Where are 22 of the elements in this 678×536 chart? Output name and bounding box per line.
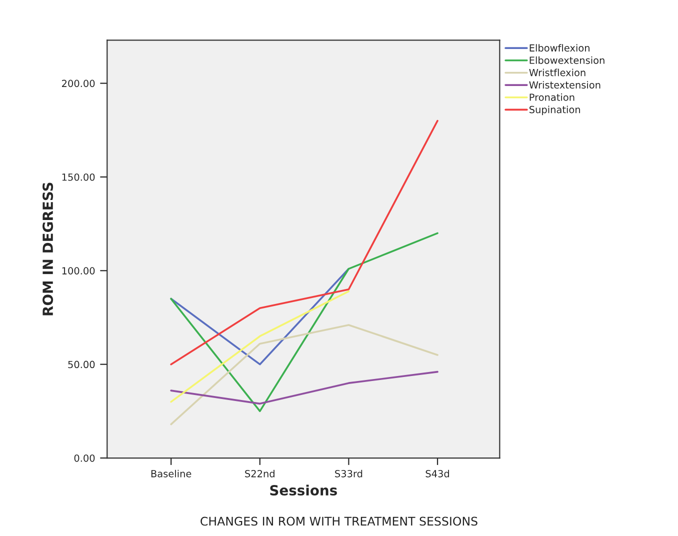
legend-label: Pronation bbox=[530, 93, 574, 101]
legend-label: Wristextension bbox=[529, 81, 600, 89]
x-tick-label: S22nd bbox=[245, 470, 274, 478]
legend-label: Wristflexion bbox=[529, 68, 586, 76]
x-tick-label: Baseline bbox=[151, 470, 192, 478]
y-tick-label: 150.00 bbox=[62, 173, 95, 181]
legend-label: Supination bbox=[530, 106, 580, 116]
legend-label: Elbowextension bbox=[530, 56, 604, 64]
y-tick-label: 200.00 bbox=[62, 80, 95, 88]
line-series bbox=[170, 324, 438, 426]
x-tick-label: S43d bbox=[426, 470, 449, 478]
y-axis-title: ROM IN DEGRESS bbox=[42, 182, 54, 316]
x-tick-label: S33rd bbox=[335, 470, 362, 478]
x-axis-title: Sessions bbox=[270, 484, 337, 496]
line-series bbox=[170, 120, 438, 366]
y-tick-label: 0.00 bbox=[74, 454, 95, 462]
line-series bbox=[170, 370, 438, 405]
line-series bbox=[170, 232, 438, 412]
y-tick-label: 50.00 bbox=[68, 360, 95, 368]
legend-label: Elbowflexion bbox=[530, 44, 590, 52]
y-tick-label: 100.00 bbox=[62, 267, 95, 274]
text: CHANGES IN ROM WITH TREATMENT SESSIONS bbox=[200, 516, 478, 526]
